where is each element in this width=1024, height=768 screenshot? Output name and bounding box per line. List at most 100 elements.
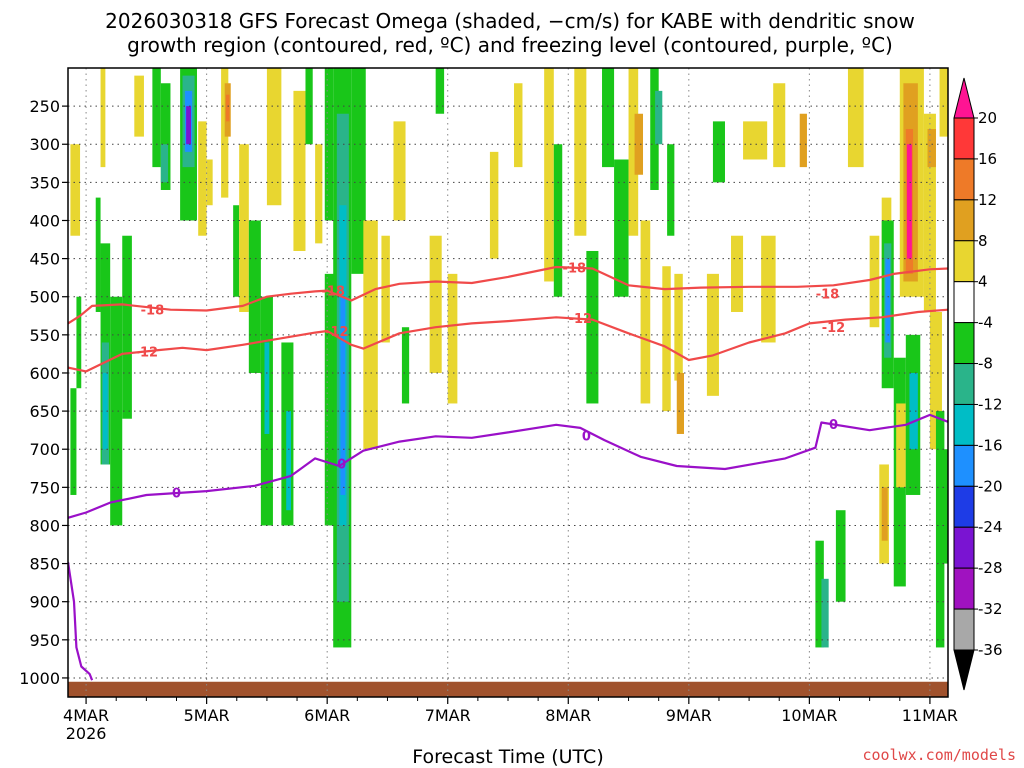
omega-cell xyxy=(315,144,323,244)
colorbar-bottom-arrow xyxy=(953,649,975,691)
omega-cell xyxy=(676,372,684,434)
omega-cell xyxy=(939,68,948,137)
omega-cell xyxy=(134,75,144,137)
omega-cell xyxy=(835,510,846,602)
chart-title-line-1: 2026030318 GFS Forecast Omega (shaded, −… xyxy=(105,9,915,33)
colorbar-top-arrow xyxy=(953,77,975,119)
omega-cell xyxy=(351,68,366,274)
contour-labels: -18 -18 -18 -18 -12 -12 -12 -12 0 0 0 0 xyxy=(135,262,846,502)
contour-zero-lower xyxy=(68,561,94,681)
y-tick-label: 300 xyxy=(29,135,60,154)
omega-cell xyxy=(381,235,390,343)
y-tick-label: 900 xyxy=(29,593,60,612)
omega-cell xyxy=(225,94,230,122)
omega-cell xyxy=(95,197,101,312)
contour-layer xyxy=(68,265,948,681)
omega-cell xyxy=(248,220,261,373)
contour-label-minus18: -18 xyxy=(141,303,165,318)
chart-title: 2026030318 GFS Forecast Omega (shaded, −… xyxy=(105,9,915,57)
plot-area-background xyxy=(68,68,948,697)
colorbar-label: 12 xyxy=(978,191,997,209)
omega-cell xyxy=(909,372,918,450)
omega-cell xyxy=(731,235,744,312)
omega-cell xyxy=(110,296,123,526)
x-tick-label: 7MAR xyxy=(425,706,471,725)
contour-label-minus12: -12 xyxy=(135,345,159,360)
omega-cell xyxy=(628,68,639,236)
colorbar-label: 8 xyxy=(978,232,988,250)
y-tick-label: 700 xyxy=(29,440,60,459)
omega-cell xyxy=(941,449,948,564)
chart-title-line-2: growth region (contoured, red, ºC) and f… xyxy=(127,33,893,57)
omega-cell xyxy=(152,68,161,168)
gridlines xyxy=(68,68,948,697)
omega-cell xyxy=(761,235,776,343)
omega-cell xyxy=(881,487,888,541)
omega-cell xyxy=(640,220,651,404)
colorbar-label: -4 xyxy=(978,314,993,332)
contour-label-zero: 0 xyxy=(172,486,181,501)
omega-cell xyxy=(239,144,249,312)
omega-cell xyxy=(293,90,306,251)
y-tick-label: 500 xyxy=(29,288,60,307)
y-tick-label: 750 xyxy=(29,478,60,497)
omega-cell xyxy=(76,296,82,389)
colorbar-swatch xyxy=(953,567,975,610)
omega-cell xyxy=(447,273,458,404)
y-tick-label: 950 xyxy=(29,631,60,650)
omega-cell xyxy=(122,235,132,419)
colorbar-label: -28 xyxy=(978,559,1003,577)
colorbar: 20 16 12 8 4 -4 -8 -12 -16 -20 -24 -28 -32 -36 xyxy=(953,77,1003,691)
omega-cell xyxy=(655,90,663,145)
colorbar-label: -36 xyxy=(978,641,1003,659)
x-tick-label: 11MAR xyxy=(902,706,958,725)
omega-cell xyxy=(70,388,77,495)
y-tick-label: 800 xyxy=(29,516,60,535)
colorbar-swatch xyxy=(953,403,975,446)
contour-label-minus12: -12 xyxy=(325,325,349,340)
omega-cell xyxy=(186,106,191,145)
y-tick-label: 450 xyxy=(29,250,60,269)
omega-cell xyxy=(614,159,629,297)
omega-cell xyxy=(393,121,406,221)
omega-cell xyxy=(650,68,659,190)
omega-cell xyxy=(514,83,523,168)
x-tick-label: 4MAR xyxy=(63,706,109,725)
credit-text: coolwx.com/models xyxy=(862,746,1016,764)
omega-cell xyxy=(233,205,240,297)
colorbar-swatch xyxy=(953,363,975,405)
omega-cell xyxy=(586,250,599,404)
omega-cell xyxy=(324,68,334,221)
ground-layer xyxy=(68,681,948,697)
contour-label-minus12: -12 xyxy=(569,312,593,327)
colorbar-label: -8 xyxy=(978,355,993,373)
contour-label-zero: 0 xyxy=(337,457,346,472)
colorbar-swatch xyxy=(953,240,975,283)
omega-cell xyxy=(429,235,442,373)
y-tick-label: 850 xyxy=(29,555,60,574)
colorbar-swatch xyxy=(953,608,975,651)
colorbar-label: -24 xyxy=(978,518,1003,536)
contour-label-minus18: -18 xyxy=(321,284,345,299)
y-tick-label: 650 xyxy=(29,402,60,421)
y-tick-label: 1000 xyxy=(19,669,60,688)
y-tick-label: 400 xyxy=(29,211,60,230)
omega-cell xyxy=(266,68,282,206)
omega-cell xyxy=(935,411,945,648)
colorbar-swatch xyxy=(953,322,975,365)
x-tick-label: 10MAR xyxy=(781,706,837,725)
colorbar-swatch xyxy=(953,281,975,324)
omega-cell xyxy=(815,540,824,648)
x-tick-label: 8MAR xyxy=(545,706,591,725)
omega-cell xyxy=(847,68,864,168)
contour-label-minus12: -12 xyxy=(822,321,846,336)
colorbar-label: 20 xyxy=(978,109,997,127)
colorbar-label: -20 xyxy=(978,477,1003,495)
colorbar-swatch xyxy=(953,158,975,201)
omega-cell xyxy=(602,68,615,168)
omega-cell xyxy=(667,144,675,236)
colorbar-label: -16 xyxy=(978,436,1003,454)
ground-fill xyxy=(68,681,948,697)
omega-cell xyxy=(324,273,335,526)
